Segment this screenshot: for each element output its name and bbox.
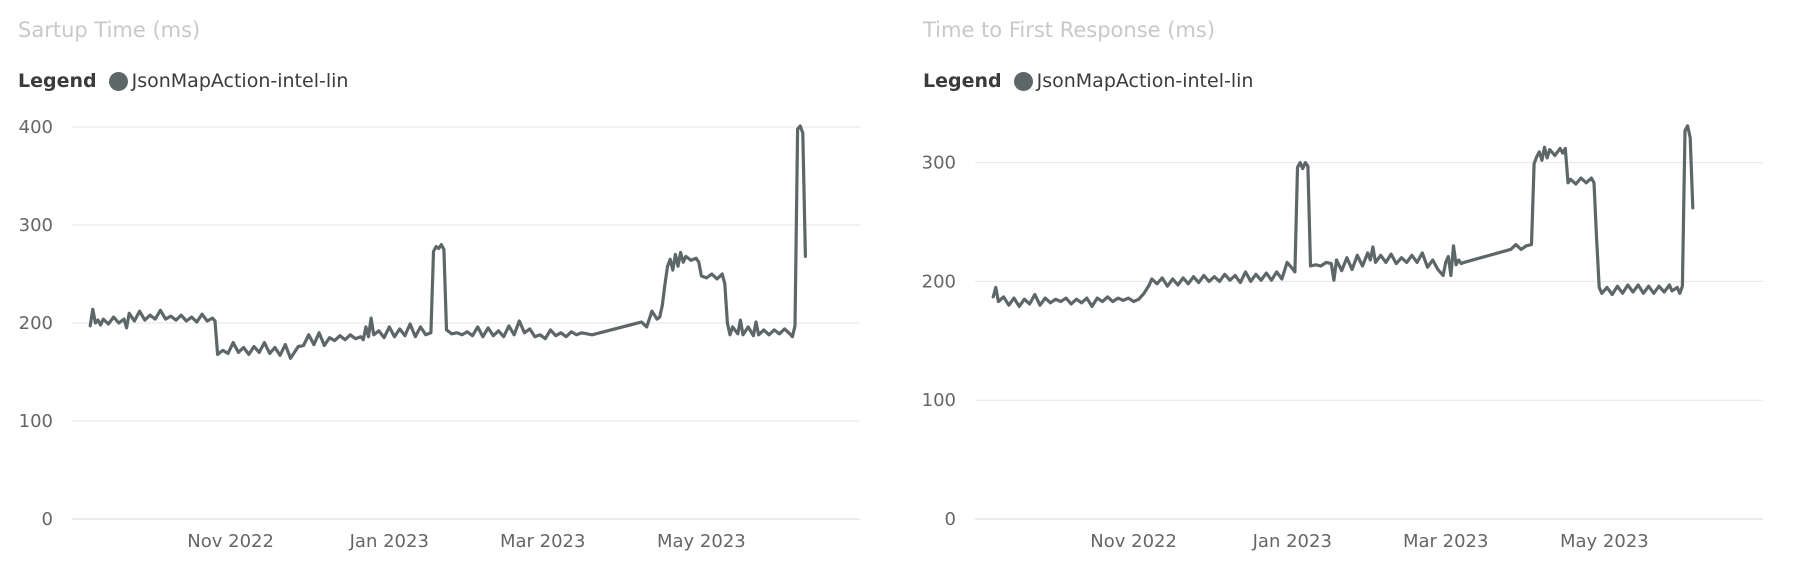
y-tick-label: 0 <box>945 509 956 530</box>
x-tick-label: Mar 2023 <box>500 531 586 552</box>
y-tick-label: 100 <box>922 390 956 411</box>
chart-title: Time to First Response (ms) <box>923 18 1216 42</box>
x-tick-label: Mar 2023 <box>1403 531 1489 552</box>
y-tick-label: 300 <box>922 153 956 174</box>
legend-title: Legend <box>923 70 1002 92</box>
chart-panel-first-response: Time to First Response (ms) Legend JsonM… <box>905 0 1805 581</box>
x-tick-label: Nov 2022 <box>187 531 274 552</box>
legend-title: Legend <box>18 70 97 92</box>
x-tick-label: Jan 2023 <box>1252 531 1332 552</box>
y-tick-label: 400 <box>19 117 53 138</box>
y-tick-label: 300 <box>19 215 53 236</box>
series-line <box>991 124 1695 308</box>
y-tick-label: 100 <box>19 411 53 432</box>
y-tick-label: 200 <box>922 271 956 292</box>
series-line <box>88 124 807 360</box>
legend: Legend JsonMapAction-intel-lin <box>18 70 348 92</box>
x-tick-label: Nov 2022 <box>1090 531 1177 552</box>
y-tick-label: 200 <box>19 313 53 334</box>
chart-title: Sartup Time (ms) <box>18 18 201 42</box>
legend-series-label[interactable]: JsonMapAction-intel-lin <box>1036 70 1254 92</box>
x-tick-label: May 2023 <box>1560 531 1649 552</box>
x-tick-label: May 2023 <box>657 531 746 552</box>
chart-panel-startup-time: Sartup Time (ms) Legend JsonMapAction-in… <box>0 0 880 581</box>
legend-swatch <box>108 71 128 91</box>
y-tick-label: 0 <box>42 509 53 530</box>
legend-swatch <box>1013 71 1033 91</box>
plot-area-startup-time: 0 100 200 300 400 Nov 2022 Jan 2023 Mar 2023 May… <box>19 117 860 552</box>
plot-area-first-response: 0 100 200 300 Nov 2022 Jan 2023 Mar 2023 May 20… <box>922 124 1763 552</box>
legend-series-label[interactable]: JsonMapAction-intel-lin <box>131 70 349 92</box>
x-tick-label: Jan 2023 <box>349 531 429 552</box>
legend: Legend JsonMapAction-intel-lin <box>923 70 1253 92</box>
